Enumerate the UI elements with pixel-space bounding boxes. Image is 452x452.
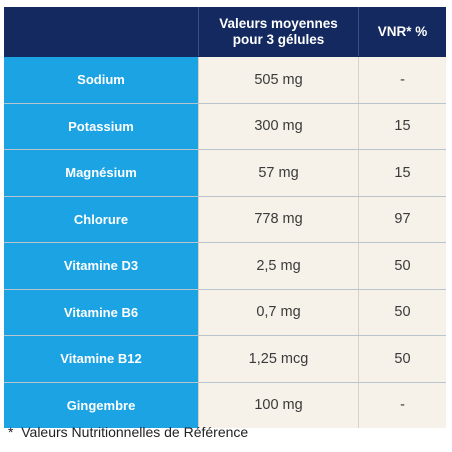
nutrient-vnr: - <box>358 57 446 103</box>
nutrient-name: Vitamine B12 <box>4 336 198 382</box>
footnote: * Valeurs Nutritionnelles de Référence <box>8 424 249 440</box>
nutrient-vnr: 15 <box>358 103 446 149</box>
nutrient-vnr: 50 <box>358 243 446 289</box>
table-row: Vitamine D3 2,5 mg 50 <box>4 243 446 290</box>
nutrition-table: Valeurs moyennes pour 3 gélules VNR* % S… <box>4 7 446 428</box>
nutrient-vnr: 50 <box>358 289 446 335</box>
nutrient-vnr: 15 <box>358 150 446 196</box>
nutrient-value: 505 mg <box>198 57 358 103</box>
nutrient-value: 100 mg <box>198 382 358 428</box>
table-row: Vitamine B6 0,7 mg 50 <box>4 289 446 336</box>
nutrient-vnr: 97 <box>358 196 446 242</box>
table-row: Sodium 505 mg - <box>4 57 446 104</box>
nutrient-value: 1,25 mcg <box>198 336 358 382</box>
table-row: Magnésium 57 mg 15 <box>4 150 446 197</box>
nutrient-name: Gingembre <box>4 382 198 428</box>
nutrient-value: 778 mg <box>198 196 358 242</box>
header-empty-cell <box>4 7 198 56</box>
table-header-row: Valeurs moyennes pour 3 gélules VNR* % <box>4 7 446 57</box>
nutrient-name: Magnésium <box>4 150 198 196</box>
nutrient-value: 300 mg <box>198 103 358 149</box>
nutrient-name: Potassium <box>4 103 198 149</box>
nutrient-value: 57 mg <box>198 150 358 196</box>
table-row: Gingembre 100 mg - <box>4 382 446 428</box>
nutrient-vnr: - <box>358 382 446 428</box>
table-row: Vitamine B12 1,25 mcg 50 <box>4 336 446 383</box>
nutrient-value: 0,7 mg <box>198 289 358 335</box>
nutrient-name: Vitamine B6 <box>4 289 198 335</box>
header-values-cell: Valeurs moyennes pour 3 gélules <box>198 7 358 56</box>
table-row: Chlorure 778 mg 97 <box>4 196 446 243</box>
nutrient-name: Vitamine D3 <box>4 243 198 289</box>
nutrient-name: Sodium <box>4 57 198 103</box>
header-vnr-cell: VNR* % <box>358 7 446 56</box>
nutrient-value: 2,5 mg <box>198 243 358 289</box>
table-row: Potassium 300 mg 15 <box>4 103 446 150</box>
nutrient-vnr: 50 <box>358 336 446 382</box>
nutrient-name: Chlorure <box>4 196 198 242</box>
